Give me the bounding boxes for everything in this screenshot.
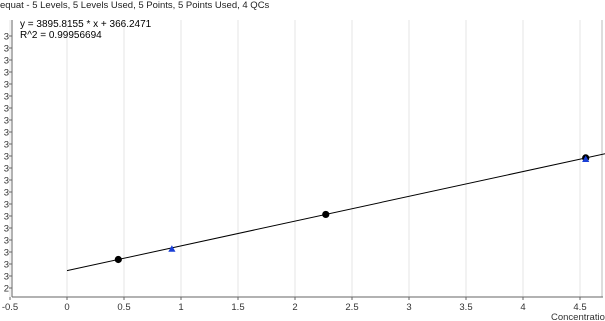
y-tick-label: 3 [4,188,9,199]
calibration-summary-title: equat - 5 Levels, 5 Levels Used, 5 Point… [0,0,270,11]
y-tick-label: 3 [4,164,9,175]
equation-text: y = 3895.8155 * x + 366.2471 [20,19,152,30]
x-axis: -0.5 0 0.5 1 1.5 2 2.5 3 3.5 4 4.5 [2,296,603,313]
x-axis-title: Concentratio [551,312,605,321]
y-tick-label: 3 [4,152,9,163]
x-tick-label: 2.5 [345,302,358,313]
qc-point [582,155,590,163]
y-tick-label: 3 [4,236,9,247]
calibration-point [322,210,330,219]
y-tick-label: 3 [4,272,9,283]
y-tick-label: 3 [4,68,9,79]
data-points [114,154,590,264]
x-tick-label: 1 [178,302,183,313]
x-tick-label: 4.5 [573,302,586,313]
r-squared-text: R^2 = 0.99956694 [20,30,102,41]
y-tick-label: 3 [4,260,9,271]
x-tick-label: 2 [292,302,297,313]
x-tick-label: 3 [406,302,411,313]
y-tick-label: 3 [4,104,9,115]
x-tick-label: 0.5 [117,302,130,313]
x-tick-label: 0 [64,302,69,313]
qc-point [168,245,176,252]
y-tick-label: 3 [4,128,9,139]
calibration-point [114,255,122,264]
y-tick-label: 3 [4,176,9,187]
regression-equation: y = 3895.8155 * x + 366.2471 R^2 = 0.999… [20,19,152,41]
regression-line [66,153,605,272]
y-tick-label: 3 [4,224,9,235]
y-tick-label: 3 [4,116,9,127]
x-tick-label: 3.5 [459,302,472,313]
x-tick-label: -0.5 [2,302,18,313]
vertical-gridlines [9,20,581,297]
y-tick-label: 3 [4,248,9,259]
y-tick-label: 3 [4,44,9,55]
y-tick-label: 3 [4,140,9,151]
x-tick-label: 4 [520,302,525,313]
y-tick-label: 3 [4,200,9,211]
y-tick-label: 3 [4,80,9,91]
regression-line-path [66,153,605,272]
y-tick-label: 3 [4,56,9,67]
y-tick-label: 3 [4,212,9,223]
y-tick-label: 3 [4,92,9,103]
y-tick-label: 3 [4,32,9,43]
y-tick-label: 2 [4,284,9,295]
x-tick-label: 1.5 [231,302,244,313]
